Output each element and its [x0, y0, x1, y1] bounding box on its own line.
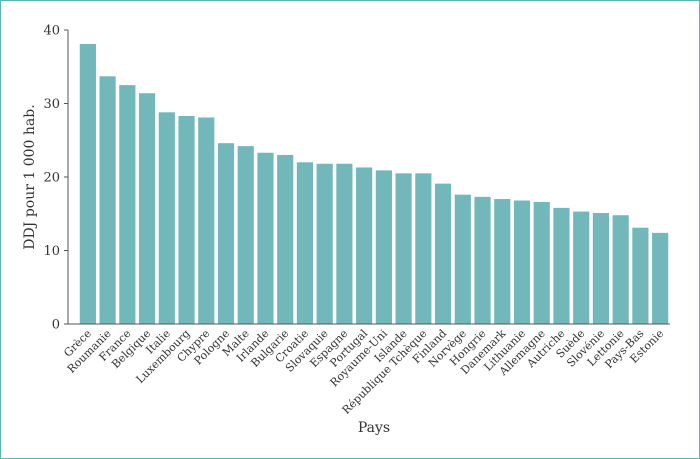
x-axis-title: Pays: [358, 420, 390, 436]
bar: [612, 215, 629, 324]
bar: [513, 200, 531, 324]
bar: [553, 207, 570, 324]
y-axis-title: DDJ pour 1 000 hab.: [22, 104, 38, 249]
bar: [454, 194, 471, 324]
bar: [474, 196, 491, 324]
bar: [198, 117, 215, 324]
bar: [119, 85, 136, 325]
bar: [257, 152, 274, 324]
y-axis: 0 10 20 30 40: [43, 24, 69, 333]
bar: [375, 170, 392, 324]
bar: [217, 143, 235, 324]
bar: [652, 232, 669, 324]
bar: [277, 154, 294, 324]
bar: [237, 146, 254, 324]
bar: [296, 162, 314, 324]
bar: [316, 163, 333, 324]
bar: [494, 199, 511, 324]
y-tick-label: 40: [43, 24, 60, 39]
bar: [178, 116, 195, 324]
bar: [336, 163, 353, 324]
bar: [99, 76, 116, 324]
y-tick-label: 10: [43, 244, 60, 259]
bar: [434, 183, 452, 324]
bar: [79, 43, 96, 325]
bar: [158, 112, 175, 324]
y-tick-label: 30: [43, 97, 60, 112]
bar: [356, 167, 373, 324]
bar: [533, 201, 550, 324]
bar: [138, 93, 156, 325]
bar: [395, 173, 412, 324]
x-tick-labels: GrèceRoumanieFranceBelgiqueItalieLuxembo…: [61, 327, 666, 417]
bar: [592, 213, 610, 324]
y-tick-label: 0: [52, 318, 60, 333]
y-tick-label: 20: [43, 171, 60, 186]
bar: [415, 173, 432, 324]
bar: [632, 227, 649, 324]
bar: [573, 211, 590, 324]
bars: [79, 43, 669, 325]
